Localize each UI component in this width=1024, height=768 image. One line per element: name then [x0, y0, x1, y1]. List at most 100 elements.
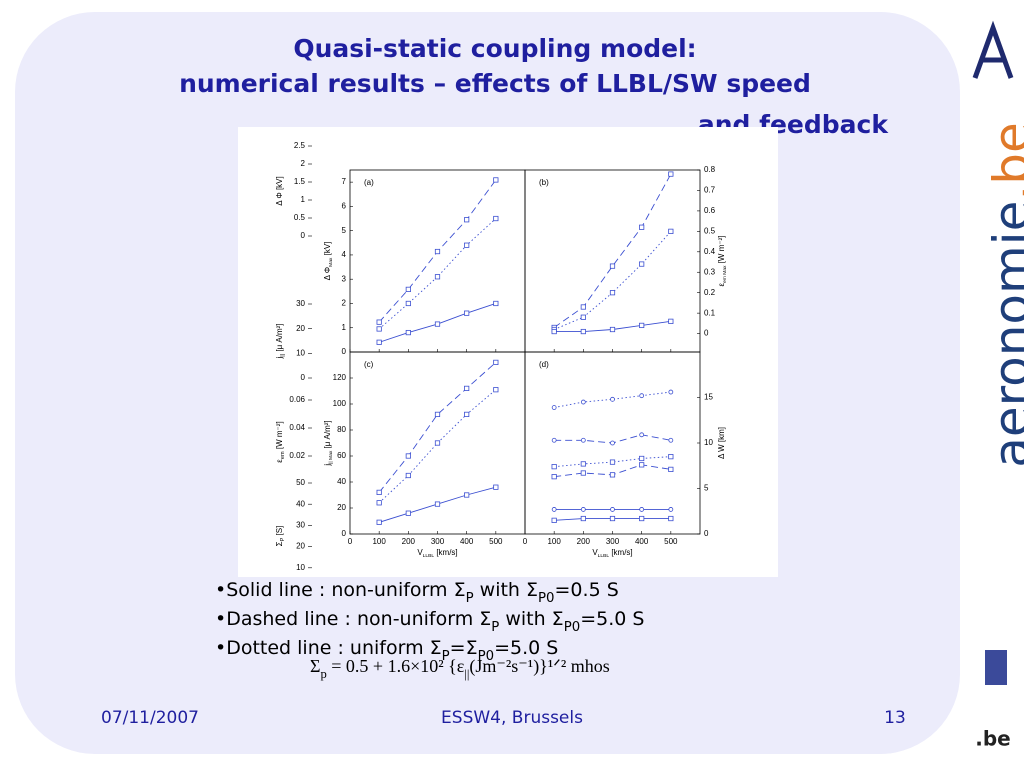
point [551, 437, 557, 443]
bg-tick-label: 1.5 [294, 177, 306, 186]
point [639, 322, 645, 329]
y-axis-label-part: Δ W [km] [717, 427, 726, 459]
bg-tick-label: 40 [296, 499, 305, 508]
series-line [553, 231, 672, 330]
point [580, 507, 586, 512]
panel-label: (d) [539, 360, 549, 369]
bg-tick-label: 2.5 [294, 141, 306, 150]
point [376, 339, 382, 345]
point [405, 510, 411, 516]
y-tick-label: 5 [704, 484, 709, 493]
y-tick-label: 0 [342, 347, 347, 356]
bg-tick-label: 2 [301, 159, 306, 168]
x-axis-label: VLLBL [km/s] [592, 548, 632, 559]
point [493, 484, 499, 490]
bullet: •Dashed line : non-uniform ΣP with ΣP0=5… [215, 608, 644, 635]
point [551, 507, 557, 512]
bullet: •Dotted line : uniform ΣP=ΣP0=5.0 S [215, 637, 558, 664]
panel-label: (a) [364, 178, 374, 187]
footer-date: 07/11/2007 [101, 708, 199, 728]
point [668, 171, 674, 177]
bg-axis-label-part: Σ [275, 541, 284, 546]
point [580, 461, 586, 467]
point [434, 248, 441, 255]
y-tick-label: 3 [342, 274, 347, 283]
bg-tick-label: 1 [301, 195, 306, 204]
bullet-part: =5.0 S [580, 608, 644, 630]
y-tick-label: 0.5 [704, 226, 716, 235]
x-tick-label: 200 [402, 537, 416, 546]
bg-tick-label: 20 [296, 542, 305, 551]
point [405, 300, 411, 307]
bullet-part: =5.0 S [494, 637, 558, 659]
y-tick-label: 10 [704, 438, 713, 447]
y-axis-label-part: [kV] [323, 242, 332, 258]
logo-suffix: .be [983, 122, 1024, 200]
point [580, 399, 586, 405]
bg-axis-label-part: j [275, 357, 284, 360]
point [493, 215, 499, 222]
x-tick-label: 500 [489, 537, 503, 546]
bg-tick-label: 0.02 [289, 451, 305, 460]
point [609, 515, 616, 522]
point [639, 393, 645, 399]
y-axis-label-part: em Max [722, 265, 728, 283]
point [434, 411, 441, 418]
y-axis-label-part: Δ Φ [323, 267, 332, 281]
series-line [553, 173, 672, 328]
y-tick-label: 2 [342, 299, 347, 308]
y-axis-label-part: ε [717, 282, 726, 286]
formula-part: (Jm⁻²s⁻¹)}¹ᐟ² mhos [469, 656, 609, 677]
point [405, 472, 411, 479]
bullet-part: P [442, 649, 450, 664]
point [609, 459, 616, 465]
bg-axis-label: j|| [μ A/m²] [275, 323, 286, 359]
point [609, 326, 616, 333]
fig-overlay [318, 160, 738, 555]
formula-part: p [320, 667, 326, 681]
bullets: •Solid line : non-uniform ΣP with ΣP0=0.… [215, 579, 644, 681]
y-axis-label: Δ ΦMax [kV] [323, 242, 334, 281]
x-axis-label-part: [km/s] [434, 548, 458, 557]
bullet: •Solid line : non-uniform ΣP with ΣP0=0.… [215, 579, 619, 606]
bg-tick-label: 0.06 [289, 395, 305, 404]
point [464, 310, 470, 316]
bullet-part: •Solid line : non-uniform Σ [215, 579, 466, 601]
point [434, 440, 441, 446]
series-line [378, 389, 497, 504]
point [580, 314, 586, 320]
bg-tick-label: 50 [296, 478, 305, 487]
formula-part: || [464, 667, 469, 681]
bg-axis-label-part: ε [275, 459, 284, 463]
bg-tick-label: 0.5 [294, 213, 306, 222]
point [580, 304, 586, 310]
bg-axis-label: εem [W m⁻²] [275, 421, 286, 462]
x-tick-label: 400 [635, 537, 649, 546]
bg-tick-label: 30 [296, 299, 305, 308]
point [551, 405, 557, 410]
y-tick-label: 60 [337, 451, 346, 460]
point [493, 387, 499, 393]
point [668, 454, 674, 460]
y-axis-label: εem Max [W m⁻²] [717, 236, 728, 287]
x-tick-label: 0 [348, 537, 353, 546]
x-tick-label: 0 [523, 537, 528, 546]
logo-icon [972, 20, 1014, 79]
bullet-part: P0 [564, 620, 580, 635]
federal-logo [985, 650, 1007, 685]
point [551, 328, 557, 335]
y-tick-label: 7 [342, 177, 347, 186]
y-tick-label: 40 [337, 477, 346, 486]
point [434, 274, 441, 280]
point [580, 470, 586, 476]
y-tick-label: 0.3 [704, 267, 716, 276]
bullet-part: P [466, 591, 474, 606]
y-tick-label: 0.8 [704, 165, 716, 174]
y-tick-label: 0.7 [704, 186, 716, 195]
point [464, 242, 470, 248]
be-logo: .be [975, 727, 1010, 751]
y-tick-label: 20 [337, 503, 346, 512]
point [580, 437, 586, 443]
point [376, 319, 382, 325]
